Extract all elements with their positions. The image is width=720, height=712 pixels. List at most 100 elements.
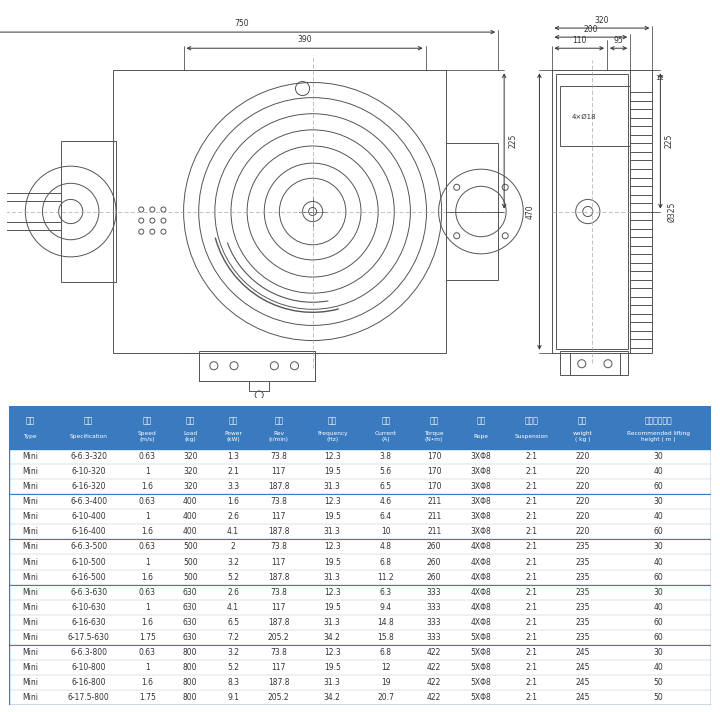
Text: 500: 500 (183, 557, 197, 567)
Text: 235: 235 (575, 618, 590, 627)
Text: 10: 10 (381, 528, 390, 536)
Text: 1.6: 1.6 (141, 482, 153, 491)
Text: Mini: Mini (22, 602, 38, 612)
Text: Ø325: Ø325 (668, 201, 677, 221)
Text: 2:1: 2:1 (526, 633, 538, 642)
Text: 2:1: 2:1 (526, 587, 538, 597)
Text: 2:1: 2:1 (526, 482, 538, 491)
Text: Rope: Rope (474, 434, 489, 439)
Bar (556, 75, 628, 349)
Text: 117: 117 (271, 663, 286, 672)
Text: 6.5: 6.5 (379, 482, 392, 491)
Text: Specification: Specification (70, 434, 107, 439)
Text: 800: 800 (183, 678, 197, 687)
Bar (60, 141, 116, 282)
Text: 110: 110 (572, 36, 586, 45)
Text: 60: 60 (653, 633, 663, 642)
Text: 220: 220 (575, 452, 590, 461)
Text: 30: 30 (653, 648, 663, 656)
Text: 245: 245 (575, 663, 590, 672)
Text: 3.8: 3.8 (379, 452, 392, 461)
Text: 187.8: 187.8 (268, 528, 289, 536)
Text: 20.7: 20.7 (377, 693, 395, 702)
Text: 绳规: 绳规 (477, 417, 486, 426)
Text: 800: 800 (183, 648, 197, 656)
Text: 0.63: 0.63 (139, 587, 156, 597)
Text: 6-17.5-800: 6-17.5-800 (68, 693, 109, 702)
Text: Mini: Mini (22, 452, 38, 461)
Text: Type: Type (23, 434, 37, 439)
Text: 2:1: 2:1 (526, 513, 538, 521)
Text: 转速: 转速 (274, 417, 284, 426)
Text: 6-6.3-630: 6-6.3-630 (70, 587, 107, 597)
Text: 211: 211 (427, 528, 441, 536)
Text: 31.3: 31.3 (324, 618, 341, 627)
Text: 1: 1 (145, 513, 150, 521)
Text: 220: 220 (575, 513, 590, 521)
Text: 2:1: 2:1 (526, 498, 538, 506)
Text: 245: 245 (575, 678, 590, 687)
Text: 73.8: 73.8 (270, 648, 287, 656)
Text: 7.2: 7.2 (227, 633, 239, 642)
Text: 235: 235 (575, 633, 590, 642)
Text: 1.75: 1.75 (139, 693, 156, 702)
Text: 推荐提升高度: 推荐提升高度 (644, 417, 672, 426)
Text: Load
(kg): Load (kg) (183, 431, 197, 442)
Text: 260: 260 (427, 557, 441, 567)
Text: Rev
(r/min): Rev (r/min) (269, 431, 289, 442)
Text: 15.8: 15.8 (377, 633, 394, 642)
Text: 12.3: 12.3 (324, 452, 341, 461)
Text: 60: 60 (653, 618, 663, 627)
Text: 500: 500 (183, 543, 197, 552)
Text: 60: 60 (653, 528, 663, 536)
Text: 5XΦ8: 5XΦ8 (471, 693, 491, 702)
Text: 260: 260 (427, 572, 441, 582)
Text: 4XΦ8: 4XΦ8 (471, 587, 491, 597)
Text: 5XΦ8: 5XΦ8 (471, 678, 491, 687)
Text: 6-10-800: 6-10-800 (71, 663, 106, 672)
Text: 4XΦ8: 4XΦ8 (471, 602, 491, 612)
Text: 1.6: 1.6 (141, 528, 153, 536)
Text: 400: 400 (183, 513, 197, 521)
Text: 30: 30 (653, 452, 663, 461)
Bar (446, 143, 498, 280)
Text: 1: 1 (145, 663, 150, 672)
Text: 390: 390 (297, 35, 312, 44)
Text: 2:1: 2:1 (526, 543, 538, 552)
Text: 5.2: 5.2 (227, 663, 239, 672)
Text: 6.4: 6.4 (379, 513, 392, 521)
Text: 630: 630 (183, 618, 197, 627)
Text: 2.6: 2.6 (227, 587, 239, 597)
Text: 30: 30 (653, 543, 663, 552)
Text: 31.3: 31.3 (324, 528, 341, 536)
Text: Recommended lifting
height ( m ): Recommended lifting height ( m ) (627, 431, 690, 442)
Text: Mini: Mini (22, 572, 38, 582)
Text: 34.2: 34.2 (324, 693, 341, 702)
Text: 422: 422 (427, 663, 441, 672)
Text: 800: 800 (183, 663, 197, 672)
Text: 220: 220 (575, 467, 590, 476)
Text: Torque
(N•m): Torque (N•m) (424, 431, 444, 442)
Text: Suspension: Suspension (515, 434, 549, 439)
Text: 320: 320 (183, 482, 197, 491)
Text: 260: 260 (427, 543, 441, 552)
Text: 8.3: 8.3 (227, 678, 239, 687)
Text: 功率: 功率 (228, 417, 238, 426)
Text: Frequency
(Hz): Frequency (Hz) (317, 431, 348, 442)
Text: 0.63: 0.63 (139, 648, 156, 656)
Text: Mini: Mini (22, 618, 38, 627)
Text: 6.3: 6.3 (379, 587, 392, 597)
Text: 400: 400 (183, 498, 197, 506)
Text: 3.2: 3.2 (227, 557, 239, 567)
Text: weight
( kg ): weight ( kg ) (572, 431, 593, 442)
Text: 211: 211 (427, 513, 441, 521)
Text: 40: 40 (653, 663, 663, 672)
Text: Power
(kW): Power (kW) (224, 431, 242, 442)
Text: 500: 500 (183, 572, 197, 582)
Text: 1.75: 1.75 (139, 633, 156, 642)
Text: 5XΦ8: 5XΦ8 (471, 633, 491, 642)
Text: Mini: Mini (22, 557, 38, 567)
Text: 4XΦ8: 4XΦ8 (471, 557, 491, 567)
Text: 235: 235 (575, 602, 590, 612)
Text: 31.3: 31.3 (324, 678, 341, 687)
